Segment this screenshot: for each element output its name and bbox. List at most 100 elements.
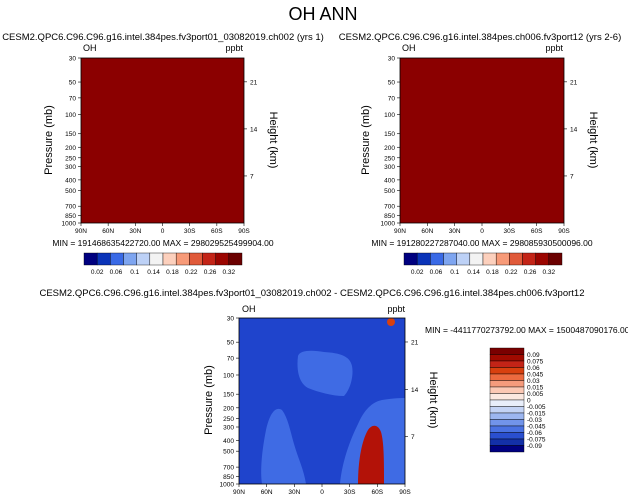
y-tick-label: 400 (384, 177, 395, 184)
panel-top-left: CESM2.QPC6.C96.C96.g16.intel.384pes.fv3p… (2, 32, 324, 276)
colorbar-swatch (495, 252, 510, 266)
y-tick-label: 30 (388, 56, 396, 63)
y-tick-label: 400 (223, 438, 234, 445)
colorbar-label: 0.1 (450, 269, 459, 276)
colorbar: 0.02 0.06 0.1 0.14 0.18 0.22 0.26 0.32 (83, 252, 243, 276)
y-tick-label: 30 (227, 316, 235, 323)
x-tick-label: 90S (238, 228, 250, 235)
x-tick-label: 90N (394, 228, 406, 235)
panel-top-right: CESM2.QPC6.C96.C96.g16.intel.384pes.ch00… (339, 32, 622, 276)
units-label: ppbt (225, 43, 243, 53)
y-tick-label: 150 (65, 131, 76, 138)
y2-tick-label: 7 (411, 434, 415, 441)
colorbar-label: -0.03 (527, 417, 542, 424)
colorbar-swatch (175, 252, 190, 266)
contour-light-blue-left (261, 408, 306, 484)
colorbar-swatch (416, 252, 431, 266)
colorbar-label: -0.015 (527, 411, 546, 418)
y2-tick-label: 21 (250, 79, 258, 86)
y2-tick-label: 21 (411, 339, 419, 346)
y-tick-label: 400 (65, 177, 76, 184)
colorbar-label: 0.075 (527, 359, 544, 366)
y2-tick-label: 21 (570, 79, 578, 86)
colorbar-swatch (430, 252, 444, 266)
colorbar-label: 0 (527, 398, 531, 405)
colorbar-swatch (403, 252, 418, 266)
colorbar-swatch (482, 252, 497, 266)
colorbar-label: 0.32 (543, 269, 556, 276)
colorbar-swatch (489, 347, 525, 355)
stats-text: MIN = -4411770273792.00 MAX = 1500487090… (425, 325, 628, 335)
colorbar-label: -0.005 (527, 404, 546, 411)
colorbar-swatch (522, 252, 536, 266)
x-tick-label: 0 (161, 228, 165, 235)
colorbar-swatch (489, 380, 525, 388)
colorbar-swatch (489, 419, 525, 427)
colorbar-swatch (489, 373, 525, 381)
colorbar-label: 0.26 (524, 269, 537, 276)
colorbar-swatch (149, 252, 164, 266)
y-tick-label: 100 (223, 372, 234, 379)
colorbar-label: 0.005 (527, 391, 544, 398)
colorbar-swatch (489, 354, 525, 362)
y-tick-label: 200 (65, 145, 76, 152)
colorbar-label: 0.14 (147, 269, 160, 276)
x-tick-label: 30S (344, 489, 356, 496)
colorbar-label: 0.18 (166, 269, 179, 276)
colorbar-swatch (215, 252, 230, 266)
panel-title: CESM2.QPC6.C96.C96.g16.intel.384pes.fv3p… (2, 32, 324, 43)
colorbar-swatch (489, 406, 525, 414)
y-tick-label: 700 (223, 465, 234, 472)
y-tick-label: 100 (384, 112, 395, 119)
colorbar-label: 0.02 (91, 269, 104, 276)
plot-fill (400, 58, 564, 223)
contour-light-blue-upper (297, 350, 353, 396)
y2-tick-label: 7 (570, 173, 574, 180)
colorbar-swatch (443, 252, 457, 266)
y-tick-label: 1000 (62, 221, 77, 228)
field-label: OH (242, 304, 256, 314)
x-tick-label: 30N (129, 228, 141, 235)
colorbar-label: 0.045 (527, 372, 544, 379)
colorbar-label: 0.09 (527, 352, 540, 359)
y-tick-label: 500 (223, 449, 234, 456)
colorbar-label: 0.02 (411, 269, 424, 276)
y-tick-label: 300 (384, 164, 395, 171)
x-tick-label: 60S (531, 228, 543, 235)
colorbar-label: 0.14 (467, 269, 480, 276)
y-tick-label: 30 (69, 56, 77, 63)
colorbar-swatch (489, 432, 525, 440)
field-label: OH (402, 43, 416, 53)
x-tick-label: 90S (558, 228, 570, 235)
colorbar-swatch (489, 425, 525, 433)
colorbar-label: 0.03 (527, 378, 540, 385)
x-tick-label: 30S (184, 228, 196, 235)
colorbar-swatch (489, 399, 525, 407)
contour-red-spot (387, 318, 395, 326)
colorbar-swatch (489, 367, 525, 375)
colorbar-swatch (548, 252, 563, 266)
colorbar-label: 0.06 (527, 365, 540, 372)
y-tick-label: 150 (223, 392, 234, 399)
y-tick-label: 700 (65, 204, 76, 211)
colorbar-swatch (469, 252, 484, 266)
y-axis-label: Pressure (mb) (43, 105, 55, 175)
y-tick-label: 850 (65, 213, 76, 220)
x-tick-label: 30S (504, 228, 516, 235)
x-tick-label: 60N (261, 489, 273, 496)
y2-axis-label: Height (km) (587, 112, 599, 169)
colorbar-swatch (489, 445, 525, 453)
x-tick-label: 60N (421, 228, 433, 235)
y-tick-label: 70 (69, 95, 77, 102)
y-tick-label: 250 (223, 416, 234, 423)
y-tick-label: 500 (65, 188, 76, 195)
y-tick-label: 150 (384, 131, 395, 138)
y-tick-label: 200 (384, 145, 395, 152)
y-tick-label: 1000 (220, 482, 235, 489)
x-tick-label: 90N (233, 489, 245, 496)
y-tick-label: 200 (223, 405, 234, 412)
colorbar-label: -0.06 (527, 430, 542, 437)
colorbar-swatch (489, 386, 525, 394)
y-tick-label: 500 (384, 188, 395, 195)
